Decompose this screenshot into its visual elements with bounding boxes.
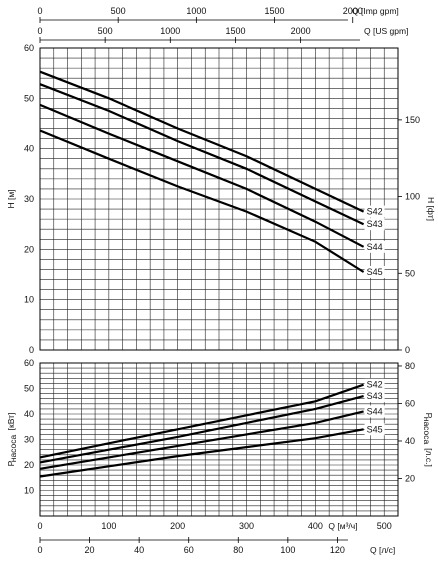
m3h-tick-label: 0 [37, 521, 42, 531]
imp-gpm-tick-label: 0 [37, 6, 42, 16]
m3h-tick-label: 300 [239, 521, 254, 531]
power-label-bg [364, 390, 385, 403]
power-right-tick-label: 80 [405, 361, 415, 371]
ls-tick-label: 20 [85, 545, 95, 555]
head-y-tick-label: 10 [24, 295, 34, 305]
power-y-tick-label: 30 [24, 435, 34, 445]
power-curve-s42 [39, 383, 364, 459]
power-label-bg [364, 405, 385, 418]
m3h-axis-title: Q [м³/ч] [328, 521, 357, 531]
power-y-tick-label: 10 [24, 486, 34, 496]
imp-gpm-tick-label: 500 [111, 6, 126, 16]
power-right-title-main: P [424, 413, 434, 419]
power-label-bg [364, 378, 385, 391]
us-gpm-tick-label: 1500 [225, 26, 245, 36]
series-layer [39, 70, 385, 478]
power-curve-s45 [39, 428, 364, 478]
power-series-label: S44 [367, 406, 383, 416]
ls-tick-label: 80 [233, 545, 243, 555]
power-series-label: S43 [367, 391, 383, 401]
power-series-label: S42 [367, 380, 383, 390]
m3h-tick-label: 100 [101, 521, 116, 531]
head-series-label: S44 [367, 242, 383, 252]
power-right-tick-label: 20 [405, 473, 415, 483]
power-y-tick-label: 20 [24, 460, 34, 470]
ls-axis-title: Q [л/с] [370, 545, 395, 555]
power-curve-s43 [39, 395, 364, 464]
power-left-title-sub: насоса [8, 434, 18, 462]
ls-tick-label: 60 [184, 545, 194, 555]
us-gpm-axis-title: Q [US gpm] [364, 26, 408, 36]
head-curve-s42 [39, 70, 365, 213]
head-series-label: S45 [367, 267, 383, 277]
m3h-tick-label: 200 [170, 521, 185, 531]
ls-tick-label: 0 [37, 545, 42, 555]
m3h-tick-label: 500 [377, 521, 392, 531]
imp-gpm-axis-title: Q [Imp gpm] [352, 6, 399, 16]
head-curve-s43 [39, 83, 365, 226]
head-panel-frame [39, 47, 399, 351]
head-right-axis-title: H [фт] [426, 197, 436, 221]
head-right-tick-label: 0 [405, 345, 410, 355]
power-right-tick-label: 40 [405, 436, 415, 446]
head-y-tick-label: 40 [24, 144, 34, 154]
us-gpm-tick-label: 2000 [291, 26, 311, 36]
head-label-bg [364, 205, 385, 218]
head-y-tick-label: 60 [24, 43, 34, 53]
us-gpm-tick-label: 1000 [160, 26, 180, 36]
imp-gpm-tick-label: 2000 [343, 6, 363, 16]
power-y-tick-label: 50 [24, 384, 34, 394]
power-curve-s44 [39, 410, 364, 470]
m3h-tick-label: 400 [308, 521, 323, 531]
us-gpm-tick-label: 500 [98, 26, 113, 36]
ls-tick-label: 100 [280, 545, 295, 555]
head-right-tick-label: 100 [405, 192, 420, 202]
head-y-tick-label: 50 [24, 93, 34, 103]
head-curve-s44 [39, 103, 365, 248]
ls-tick-label: 40 [134, 545, 144, 555]
axes-layer [39, 17, 402, 543]
head-label-bg [364, 218, 385, 231]
head-right-tick-label: 50 [405, 268, 415, 278]
power-y-tick-label: 60 [24, 358, 34, 368]
power-right-tick-label: 60 [405, 398, 415, 408]
power-y-tick-label: 40 [24, 409, 34, 419]
head-curve-s45 [39, 129, 365, 273]
us-gpm-tick-label: 0 [37, 26, 42, 36]
imp-gpm-tick-label: 1500 [265, 6, 285, 16]
imp-gpm-tick-label: 1000 [186, 6, 206, 16]
power-right-title-unit: [л.с.] [424, 448, 434, 467]
power-left-title-unit: [кВт] [6, 413, 16, 431]
power-series-label: S45 [367, 424, 383, 434]
head-series-label: S42 [367, 207, 383, 217]
head-y-tick-label: 30 [24, 194, 34, 204]
power-panel-frame [39, 362, 399, 517]
head-y-tick-label: 20 [24, 244, 34, 254]
head-right-tick-label: 150 [405, 115, 420, 125]
head-series-label: S43 [367, 219, 383, 229]
power-right-title-sub: насоса [422, 417, 432, 445]
ls-tick-label: 120 [330, 545, 345, 555]
head-left-axis-title: H [м] [6, 189, 16, 208]
head-y-tick-label: 0 [29, 345, 34, 355]
power-left-title-main: P [6, 460, 16, 466]
head-label-bg [364, 240, 385, 253]
head-label-bg [364, 265, 385, 278]
power-label-bg [364, 423, 385, 436]
